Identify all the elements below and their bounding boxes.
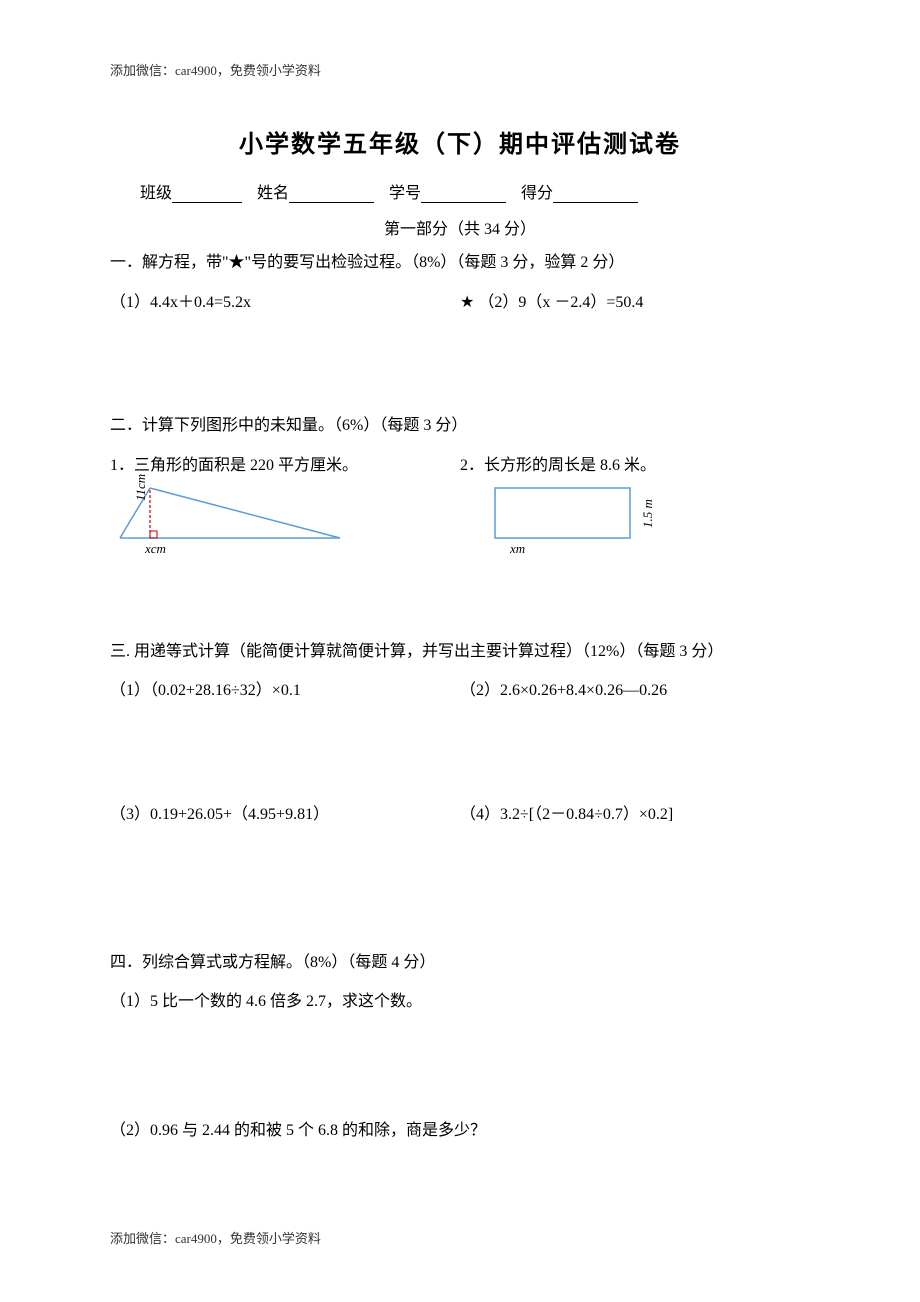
q2-heading: 二．计算下列图形中的未知量。（6%）（每题 3 分） <box>110 412 810 441</box>
q3-c: （3）0.19+26.05+（4.95+9.81） <box>110 800 460 824</box>
q1-row: （1）4.4x＋0.4=5.2x ★ （2）9（x －2.4）=50.4 <box>110 288 810 312</box>
triangle-svg <box>115 483 345 545</box>
rect-figure: 1.5 m xm <box>490 483 670 558</box>
name-underline <box>289 185 374 203</box>
class-field: 班级 <box>140 179 242 203</box>
info-row: 班级 姓名 学号 得分 <box>110 179 810 203</box>
q3-heading: 三. 用递等式计算（能简便计算就简便计算，并写出主要计算过程）（12%）（每题 … <box>110 638 810 667</box>
q1-a: （1）4.4x＋0.4=5.2x <box>110 288 460 312</box>
triangle-base-label: xcm <box>145 541 166 557</box>
q1-b: ★ （2）9（x －2.4）=50.4 <box>460 288 810 312</box>
triangle-height-label: 11cm <box>133 473 149 500</box>
triangle-figure: 11cm xcm <box>115 483 345 558</box>
rect-height-label: 1.5 m <box>640 499 656 528</box>
q4-heading: 四．列综合算式或方程解。（8%）（每题 4 分） <box>110 949 810 978</box>
figures-row: 1．三角形的面积是 220 平方厘米。 11cm xcm 2．长方形的周长是 8… <box>110 451 810 558</box>
q3-row2: （3）0.19+26.05+（4.95+9.81） （4）3.2÷[（2－0.8… <box>110 800 810 824</box>
q4-a: （1）5 比一个数的 4.6 倍多 2.7，求这个数。 <box>110 988 810 1017</box>
id-field: 学号 <box>389 179 506 203</box>
triangle-hyp <box>150 488 340 538</box>
q3-b: （2）2.6×0.26+8.4×0.26―0.26 <box>460 676 810 700</box>
rect-shape <box>495 488 630 538</box>
page-title: 小学数学五年级（下）期中评估测试卷 <box>110 124 810 159</box>
q4-b: （2）0.96 与 2.44 的和被 5 个 6.8 的和除，商是多少？ <box>110 1117 810 1146</box>
class-underline <box>172 185 242 203</box>
fig-triangle-col: 1．三角形的面积是 220 平方厘米。 11cm xcm <box>110 451 460 558</box>
score-label: 得分 <box>521 179 553 203</box>
q3-a: （1）（0.02+28.16÷32）×0.1 <box>110 676 460 700</box>
id-label: 学号 <box>389 179 421 203</box>
q3-row1: （1）（0.02+28.16÷32）×0.1 （2）2.6×0.26+8.4×0… <box>110 676 810 700</box>
score-field: 得分 <box>521 179 638 203</box>
rect-width-label: xm <box>510 541 525 557</box>
q3-d: （4）3.2÷[（2－0.84÷0.7）×0.2] <box>460 800 810 824</box>
part-label: 第一部分（共 34 分） <box>110 215 810 239</box>
score-underline <box>553 185 638 203</box>
right-angle-mark <box>150 531 157 538</box>
class-label: 班级 <box>140 179 172 203</box>
q1-heading: 一．解方程，带"★"号的要写出检验过程。（8%）（每题 3 分，验算 2 分） <box>110 249 810 278</box>
name-field: 姓名 <box>257 179 374 203</box>
header-note: 添加微信：car4900，免费领小学资料 <box>110 60 810 79</box>
name-label: 姓名 <box>257 179 289 203</box>
id-underline <box>421 185 506 203</box>
q2-b: 2．长方形的周长是 8.6 米。 <box>460 451 810 475</box>
fig-rect-col: 2．长方形的周长是 8.6 米。 1.5 m xm <box>460 451 810 558</box>
footer-note: 添加微信：car4900，免费领小学资料 <box>110 1228 321 1247</box>
q2-a: 1．三角形的面积是 220 平方厘米。 <box>110 451 460 475</box>
